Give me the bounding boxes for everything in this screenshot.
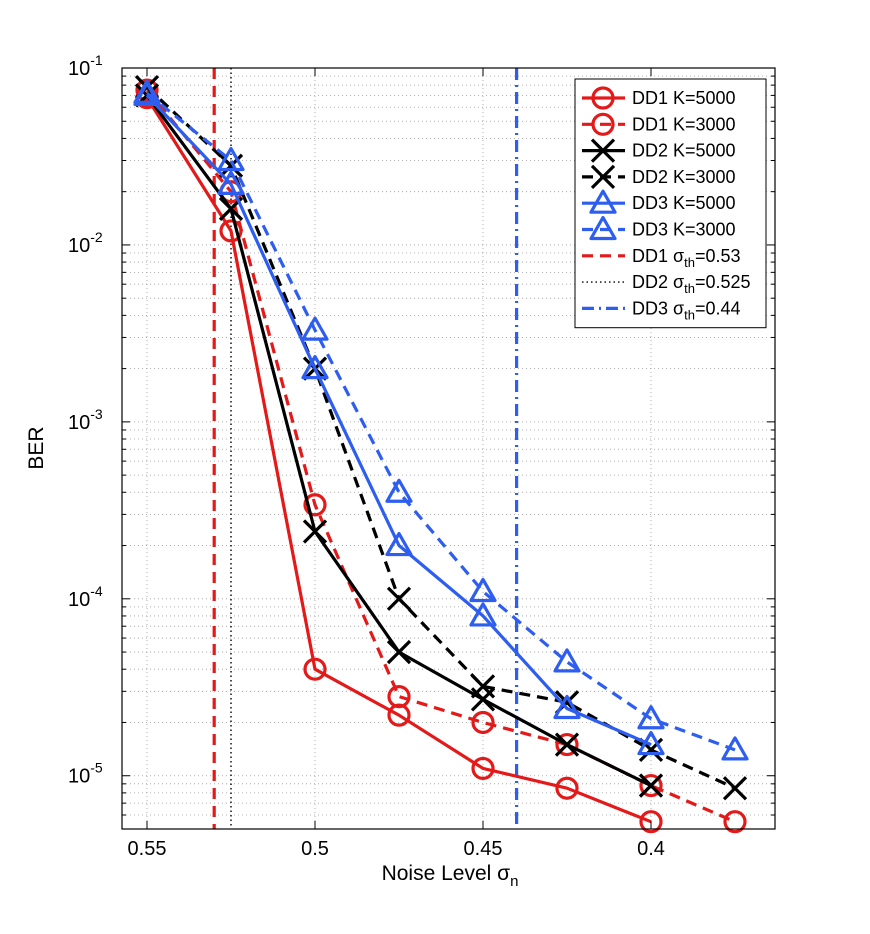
y-tick-label-exp: -2 [90,229,103,245]
legend-swatch-marker [589,189,617,214]
legend-label-prefix: DD2 σ [632,272,684,292]
data-point [723,810,747,834]
legend-label-sub: th [684,307,695,322]
data-series [133,74,749,834]
y-tick-label: 10-1 [68,52,103,80]
y-tick-label-base: 10 [68,766,90,788]
y-tick-label: 10-4 [68,583,103,611]
x-tick-label: 0.55 [128,838,167,860]
legend-swatch-marker [590,164,616,190]
data-point [469,577,497,603]
legend: DD1 K=5000 DD1 K=3000 DD2 K=5000 DD2 K=3000… [574,78,767,329]
series [133,79,749,761]
y-tick-labels: 10-110-210-310-410-5 [68,52,103,788]
data-point [303,657,327,681]
data-point [387,685,411,709]
x-tick-label: 0.4 [637,838,665,860]
y-axis-label: BER [25,426,48,469]
y-tick-label-base: 10 [68,412,90,434]
data-point [386,586,412,611]
y-tick-label-exp: -1 [90,52,103,68]
y-tick-label: 10-3 [68,406,103,434]
data-point [721,736,749,761]
y-tick-label-base: 10 [68,58,90,80]
legend-swatch-marker [591,112,615,136]
legend-label: DD1 σth=0.53 [632,246,741,270]
data-point [639,773,663,798]
series-line [145,94,652,747]
data-point [301,316,329,341]
x-tick-labels: 0.55 0.5 0.45 0.4 [128,838,665,860]
series [133,81,665,756]
legend-swatch-marker [589,215,617,241]
series-line [145,96,652,824]
data-point [555,776,579,800]
legend-swatch-marker [591,86,615,110]
data-point [217,146,245,172]
x-tick-label: 0.5 [301,838,329,860]
y-tick-label-exp: -4 [90,583,103,599]
data-point [471,710,495,735]
x-axis-label-sub: n [510,873,518,890]
legend-label-value: =0.44 [695,298,741,318]
plot-frame [121,67,776,830]
y-tick-label-base: 10 [68,235,90,257]
y-tick-label: 10-5 [68,760,103,788]
legend-label: DD2 K=5000 [632,141,736,161]
legend-label-value: =0.53 [695,246,741,266]
data-point [385,531,413,557]
data-point [637,705,665,730]
axis-ticks [122,68,775,829]
legend-label: DD2 σth=0.525 [632,272,751,296]
legend-label-sub: th [684,281,695,296]
legend-label: DD3 σth=0.44 [632,298,741,322]
data-point [554,732,580,757]
data-point [301,355,329,380]
data-point [471,756,495,781]
legend-label: DD1 K=5000 [632,88,736,108]
x-axis-label-main: Noise Level σ [382,862,511,885]
data-point [553,648,581,673]
data-point [553,694,581,720]
data-point [469,602,497,627]
legend-label: DD3 K=5000 [632,193,736,213]
data-point [638,773,664,798]
legend-label-prefix: DD1 σ [632,246,684,266]
data-point [637,730,665,756]
data-point [302,519,328,544]
data-point [639,810,663,834]
data-point [217,170,245,195]
y-tick-label-base: 10 [68,589,90,611]
data-point [470,674,496,699]
legend-label: DD1 K=3000 [632,114,736,134]
legend-label-sub: th [684,255,695,270]
series-line [145,91,736,752]
legend-label: DD2 K=3000 [632,167,736,187]
legend-label-value: =0.525 [695,272,751,292]
data-point [303,493,327,517]
data-point [555,732,579,757]
data-point [386,639,412,665]
series-line [145,85,736,790]
legend-swatch-marker [590,138,616,163]
data-point [722,776,748,801]
threshold-lines [212,68,519,829]
data-point [133,79,161,104]
y-tick-label: 10-2 [68,229,103,257]
legend-label: DD3 K=3000 [632,220,736,240]
data-point [385,478,413,503]
x-tick-label: 0.45 [464,838,503,860]
y-tick-label-exp: -3 [90,406,103,422]
y-tick-label-exp: -5 [90,760,103,776]
series [135,86,663,834]
x-axis-label: Noise Level σn [382,862,519,890]
legend-label-prefix: DD3 σ [632,298,684,318]
